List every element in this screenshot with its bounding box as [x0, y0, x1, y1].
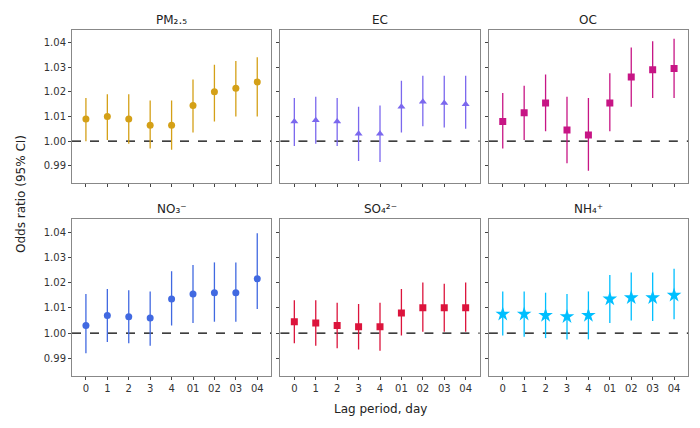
svg-text:1.01: 1.01: [44, 302, 66, 313]
svg-text:04: 04: [251, 383, 264, 394]
svg-text:2: 2: [334, 383, 340, 394]
svg-text:Odds ratio (95% CI): Odds ratio (95% CI): [14, 135, 28, 253]
svg-text:0.99: 0.99: [44, 160, 66, 171]
svg-text:1.03: 1.03: [44, 252, 66, 263]
svg-text:NH₄⁺: NH₄⁺: [574, 202, 603, 216]
svg-text:2: 2: [126, 383, 132, 394]
svg-text:02: 02: [416, 383, 429, 394]
svg-text:02: 02: [208, 383, 221, 394]
svg-text:1.02: 1.02: [44, 86, 66, 97]
svg-text:04: 04: [459, 383, 472, 394]
svg-text:3: 3: [147, 383, 153, 394]
svg-text:0: 0: [500, 383, 506, 394]
svg-text:1: 1: [521, 383, 527, 394]
svg-text:PM₂.₅: PM₂.₅: [156, 13, 187, 27]
svg-text:1: 1: [313, 383, 319, 394]
svg-text:3: 3: [564, 383, 570, 394]
svg-text:0: 0: [291, 383, 297, 394]
svg-text:4: 4: [377, 383, 383, 394]
svg-text:04: 04: [668, 383, 681, 394]
svg-text:1.00: 1.00: [44, 136, 66, 147]
svg-text:1.04: 1.04: [44, 37, 66, 48]
svg-text:1.01: 1.01: [44, 111, 66, 122]
svg-text:03: 03: [646, 383, 659, 394]
svg-text:01: 01: [395, 383, 408, 394]
svg-text:OC: OC: [579, 13, 597, 27]
svg-text:03: 03: [229, 383, 242, 394]
svg-text:01: 01: [187, 383, 200, 394]
svg-text:3: 3: [355, 383, 361, 394]
svg-text:0.99: 0.99: [44, 353, 66, 364]
svg-text:2: 2: [542, 383, 548, 394]
svg-text:0: 0: [83, 383, 89, 394]
svg-text:01: 01: [603, 383, 616, 394]
svg-text:4: 4: [168, 383, 174, 394]
svg-text:02: 02: [625, 383, 638, 394]
svg-text:EC: EC: [372, 13, 388, 27]
svg-text:NO₃⁻: NO₃⁻: [157, 202, 187, 216]
svg-text:1.03: 1.03: [44, 62, 66, 73]
svg-text:1: 1: [104, 383, 110, 394]
svg-text:1.04: 1.04: [44, 227, 66, 238]
svg-text:1.02: 1.02: [44, 277, 66, 288]
svg-text:03: 03: [438, 383, 451, 394]
svg-text:4: 4: [585, 383, 591, 394]
svg-text:SO₄²⁻: SO₄²⁻: [364, 202, 397, 216]
svg-text:1.00: 1.00: [44, 328, 66, 339]
svg-text:Lag period, day: Lag period, day: [334, 402, 427, 416]
